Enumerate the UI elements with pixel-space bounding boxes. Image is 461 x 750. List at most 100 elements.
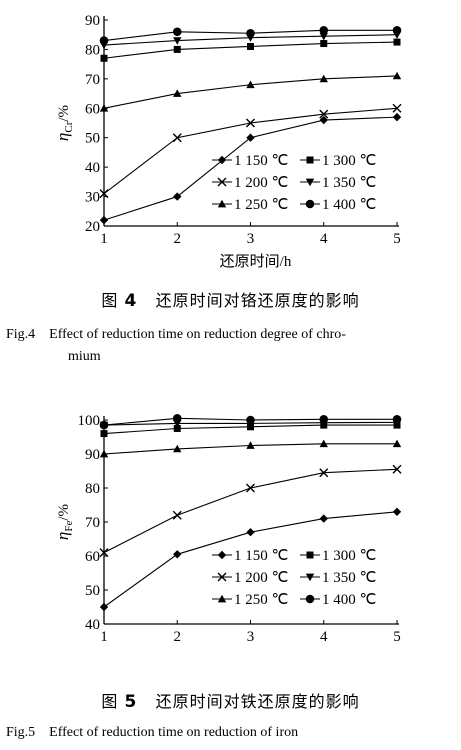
data-point [99, 104, 109, 112]
x-tick-label: 4 [320, 629, 328, 645]
legend-label: 1 250 ℃ [234, 592, 288, 608]
legend-label: 1 200 ℃ [234, 175, 288, 191]
data-point-stroke-b [172, 133, 182, 143]
figure-5-caption-chinese: 图 5 还原时间对铁还原度的影响 [101, 692, 360, 712]
data-point [99, 602, 109, 612]
legend-label: 1 150 ℃ [234, 153, 288, 169]
y-tick-label: 60 [85, 549, 100, 565]
y-tick-label: 40 [85, 160, 100, 176]
series-5 [99, 26, 402, 45]
legend-marker-stroke-b [217, 572, 227, 582]
y-axis-label-unit: /% [56, 504, 72, 521]
data-point [246, 118, 255, 128]
data-point-stroke-b [99, 548, 109, 558]
figure-4-caption-line1: Fig.4 Effect of reduction time on reduct… [6, 327, 346, 342]
data-point [392, 112, 402, 122]
data-point [99, 449, 109, 458]
data-point [99, 420, 109, 430]
legend-marker [305, 594, 315, 604]
legend-label: 1 350 ℃ [322, 570, 376, 586]
series-2 [99, 71, 402, 112]
legend-label: 1 300 ℃ [322, 548, 376, 564]
legend-marker [217, 550, 227, 560]
data-point-stroke-b [172, 510, 182, 520]
x-tick-label: 1 [100, 629, 108, 645]
x-tick-label: 3 [247, 231, 255, 247]
data-point [173, 425, 181, 432]
y-tick-label: 60 [85, 101, 100, 117]
series-1 [99, 103, 402, 199]
y-axis-label: ηFe/% [53, 504, 75, 540]
figure-5-caption-english: Fig.5 Effect of reduction time on reduct… [6, 722, 456, 744]
series-0 [99, 112, 402, 225]
legend-marker [217, 572, 227, 582]
figure-4-caption-english: Fig.4 Effect of reduction time on reduct… [6, 324, 456, 368]
data-point [172, 510, 182, 520]
legend-marker [305, 178, 315, 187]
data-point-stroke-b [319, 468, 329, 478]
data-point [319, 109, 329, 119]
y-tick-label: 80 [85, 481, 100, 497]
data-point [246, 28, 255, 38]
legend: 1 150 ℃ 1 200 ℃ 1 250 ℃ 1 300 ℃ 1 350 ℃ 1 400… [212, 153, 376, 213]
x-tick-label: 2 [174, 231, 182, 247]
legend-label: 1 350 ℃ [322, 175, 376, 191]
legend-marker [305, 573, 315, 582]
x-tick-label: 4 [320, 231, 328, 247]
y-axis-label-symbol: η [53, 133, 72, 141]
data-point [172, 27, 182, 37]
x-tick-label: 3 [247, 629, 255, 645]
x-tick-label: 5 [393, 231, 401, 247]
x-tick-label: 1 [100, 231, 108, 247]
y-tick-label: 100 [78, 413, 101, 429]
y-tick-label: 90 [85, 447, 100, 463]
legend-label: 1 200 ℃ [234, 570, 288, 586]
legend-marker [217, 177, 227, 187]
data-point [99, 215, 109, 225]
data-point [319, 26, 329, 35]
data-point [247, 42, 254, 50]
data-point [246, 133, 255, 142]
data-point [392, 71, 402, 80]
data-point [393, 38, 401, 46]
legend-marker [305, 199, 315, 209]
data-point [392, 26, 402, 35]
data-point-stroke-b [246, 118, 255, 128]
y-axis-label-subscript: Cr [63, 121, 75, 132]
legend-marker [217, 155, 227, 165]
legend-label: 1 300 ℃ [322, 153, 376, 169]
legend: 1 150 ℃ 1 200 ℃ 1 250 ℃ 1 300 ℃ 1 350 ℃ 1 400… [212, 548, 376, 608]
data-point [319, 514, 328, 523]
data-point [173, 89, 182, 97]
data-point [319, 115, 328, 125]
data-point [319, 32, 328, 41]
series-1 [99, 464, 402, 558]
data-point [246, 483, 255, 493]
y-tick-label: 40 [85, 617, 100, 633]
legend-marker [217, 594, 227, 603]
data-point [246, 415, 255, 425]
data-point-stroke-b [392, 464, 402, 474]
data-point [173, 444, 182, 453]
legend-label: 1 150 ℃ [234, 548, 288, 564]
data-point [99, 548, 109, 558]
series-2 [99, 439, 402, 458]
y-axis-label-symbol: η [53, 532, 72, 540]
x-tick-label: 5 [393, 629, 401, 645]
y-tick-label: 30 [85, 190, 100, 206]
data-point [99, 36, 109, 45]
legend-marker [306, 156, 314, 164]
y-tick-label: 90 [85, 13, 100, 29]
figure-4-caption-line2: mium [68, 349, 101, 364]
data-point [99, 189, 109, 199]
data-point [319, 415, 329, 424]
legend-label: 1 400 ℃ [322, 592, 376, 608]
y-tick-label: 70 [85, 515, 100, 531]
figure-4-caption-chinese: 图 4 还原时间对铬还原度的影响 [101, 291, 360, 311]
legend-marker [217, 199, 227, 208]
y-axis-label-subscript: Fe [63, 520, 75, 531]
data-point [246, 441, 255, 449]
data-point [172, 414, 182, 423]
data-point [246, 80, 255, 89]
legend-label: 1 400 ℃ [322, 197, 376, 213]
